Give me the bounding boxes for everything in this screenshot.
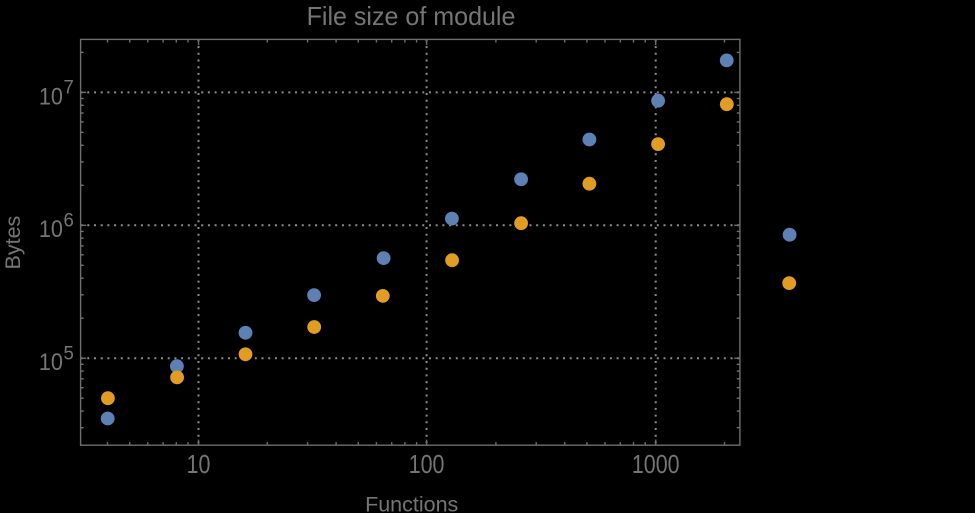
svg-text:10: 10 (39, 215, 63, 242)
svg-text:6: 6 (64, 210, 74, 232)
svg-text:7: 7 (64, 77, 74, 99)
svg-text:1000: 1000 (632, 451, 680, 479)
svg-text:5: 5 (64, 343, 74, 365)
svg-text:File size of module: File size of module (307, 3, 516, 31)
svg-text:100: 100 (409, 451, 445, 479)
svg-text:Bytes: Bytes (1, 216, 25, 270)
svg-text:10: 10 (39, 348, 63, 375)
svg-text:10: 10 (39, 82, 63, 109)
svg-text:10: 10 (187, 451, 211, 479)
svg-text:Functions: Functions (365, 492, 458, 513)
